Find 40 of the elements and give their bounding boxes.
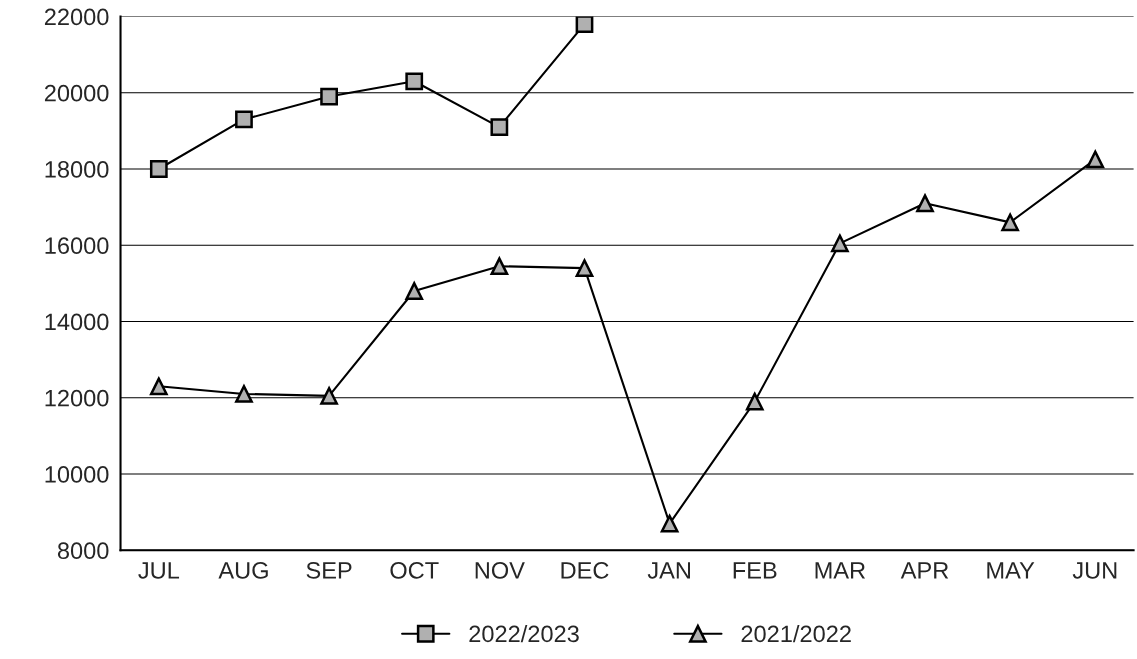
y-tick-label: 22000 — [44, 8, 109, 26]
point — [831, 234, 849, 253]
point — [1086, 150, 1105, 169]
x-tick-label: JUL — [138, 562, 180, 579]
point — [405, 72, 424, 91]
legend-label: 2022/2023 — [469, 624, 579, 643]
x-tick-label: NOV — [475, 562, 525, 579]
x-tick-label: MAY — [987, 562, 1035, 579]
point — [405, 282, 424, 300]
point — [575, 259, 594, 278]
point — [320, 87, 338, 106]
y-tick-label: 20000 — [44, 84, 109, 102]
y-tick-label: 12000 — [45, 389, 109, 407]
x-tick-label: FEB — [733, 562, 777, 579]
point — [745, 392, 764, 411]
y-tick-label: 16000 — [45, 237, 109, 255]
point — [320, 386, 338, 405]
x-tick-label: DEC — [561, 562, 609, 579]
x-tick-label: APR — [900, 562, 949, 579]
x-tick-label: JUN — [1072, 562, 1117, 579]
x-tick-label: OCT — [390, 562, 439, 579]
point — [916, 194, 934, 213]
point — [149, 160, 168, 178]
point — [490, 118, 509, 136]
point — [149, 377, 168, 396]
point — [1001, 213, 1020, 232]
y-tick-label: 18000 — [45, 161, 109, 178]
x-tick-label: SEP — [306, 562, 352, 579]
y-tick-label: 10000 — [45, 466, 109, 483]
point — [575, 16, 594, 33]
y-tick-label: 14000 — [45, 313, 109, 331]
x-tick-label: AUG — [218, 562, 268, 579]
legend-label: 2021/2022 — [741, 624, 851, 643]
y-tick-label: 8000 — [57, 542, 109, 560]
point — [660, 514, 679, 533]
x-tick-label: JAN — [647, 562, 690, 579]
x-tick-label: MAR — [815, 562, 866, 579]
point — [235, 110, 253, 129]
point — [490, 257, 509, 276]
point — [235, 385, 253, 403]
